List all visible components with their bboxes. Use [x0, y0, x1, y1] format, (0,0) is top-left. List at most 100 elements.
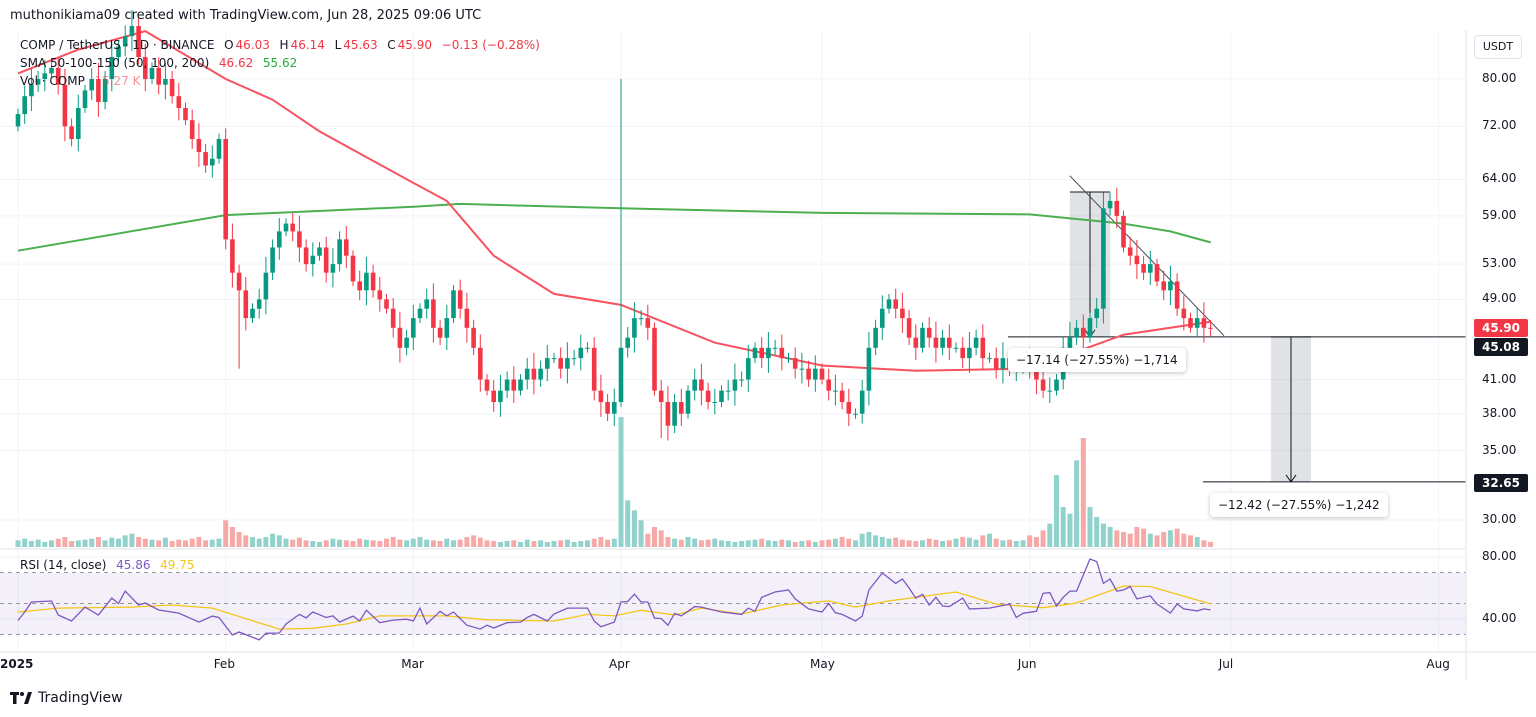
candle-body — [196, 139, 202, 153]
volume-bar — [1194, 537, 1200, 547]
candle-body — [973, 337, 979, 348]
candle-body — [913, 337, 919, 348]
candle-body — [839, 390, 845, 403]
candle-body — [538, 368, 543, 380]
candle-body — [451, 290, 456, 319]
volume-bar — [484, 540, 490, 547]
volume-bar — [685, 537, 691, 547]
candle-body — [357, 281, 362, 291]
candle-body — [1101, 208, 1106, 309]
volume-bar — [1013, 541, 1019, 547]
volume-bar — [518, 542, 523, 547]
price-tick-label: 59.00 — [1482, 207, 1517, 222]
candle-body — [1134, 255, 1140, 265]
candle-body — [390, 308, 396, 328]
volume-bar — [497, 542, 503, 547]
volume-bar — [424, 539, 430, 547]
candle-body — [980, 337, 986, 359]
candle-body — [853, 413, 858, 415]
sma-slow-value: 55.62 — [262, 56, 298, 70]
candle-body — [424, 299, 429, 309]
symbol-name[interactable]: COMP / TetherUS · 1D · BINANCE — [20, 38, 215, 52]
sma-legend[interactable]: SMA 50-100-150 (50, 100, 200) 46.62 55.6… — [20, 56, 299, 70]
volume-bar — [926, 538, 932, 547]
volume-bar — [377, 541, 383, 547]
last-price-label: 45.90 — [1474, 319, 1528, 337]
volume-bar — [940, 541, 946, 547]
tradingview-logo[interactable]: TradingView — [10, 690, 123, 706]
candle-body — [772, 347, 778, 349]
volume-bar — [678, 539, 684, 547]
candle-body — [900, 308, 905, 319]
candle-body — [605, 402, 610, 414]
volume-bar — [987, 533, 992, 547]
candle-body — [518, 379, 523, 391]
candle-body — [987, 358, 992, 360]
candle-body — [404, 337, 409, 348]
candle-body — [685, 390, 691, 414]
volume-bar — [82, 539, 88, 547]
low-label: L — [334, 38, 342, 52]
candle-body — [263, 272, 269, 300]
volume-legend[interactable]: Vol · COMP 15.27 K — [20, 74, 143, 88]
volume-bar — [732, 542, 738, 547]
candle-body — [940, 337, 945, 348]
measure-upper-label[interactable]: −17.14 (−27.55%) −1,714 — [1008, 348, 1186, 372]
volume-bar — [310, 541, 316, 547]
candle-body — [531, 368, 537, 380]
candle-body — [498, 390, 503, 403]
candle-body — [1181, 308, 1187, 319]
candle-body — [143, 57, 148, 79]
volume-bar — [451, 540, 456, 547]
volume-bar — [276, 535, 282, 547]
rsi-legend[interactable]: RSI (14, close) 45.86 49.75 — [20, 558, 196, 572]
currency-button[interactable]: USDT — [1474, 35, 1522, 59]
volume-bar — [1167, 530, 1173, 547]
candle-body — [1081, 327, 1086, 338]
volume-label[interactable]: Vol · COMP — [20, 74, 85, 88]
volume-bar — [203, 540, 209, 547]
volume-bar — [973, 539, 979, 547]
candle-body — [109, 57, 115, 79]
volume-bar — [571, 542, 577, 547]
sma-lines — [17, 30, 1211, 372]
candle-body — [283, 223, 289, 232]
candle-body — [926, 327, 932, 338]
candle-body — [1047, 390, 1053, 392]
volume-bar — [343, 540, 349, 547]
candle-body — [920, 327, 925, 348]
volume-bar — [658, 530, 664, 547]
volume-bar — [95, 537, 101, 547]
candle-body — [967, 347, 972, 359]
rsi-label[interactable]: RSI (14, close) — [20, 558, 107, 572]
sma-fast-value: 46.62 — [218, 56, 254, 70]
candle-body — [317, 247, 322, 256]
candle-body — [42, 73, 48, 79]
candle-body — [484, 379, 490, 391]
candle-body — [558, 358, 563, 369]
candle-body — [705, 390, 711, 403]
volume-bar — [745, 540, 751, 547]
sma-50-line — [17, 30, 1211, 372]
volume-bar — [1033, 537, 1039, 547]
volume-bar — [806, 540, 812, 547]
volume-bar — [765, 540, 771, 547]
candle-body — [960, 347, 965, 359]
volume-bar — [444, 538, 450, 547]
volume-bar — [719, 540, 724, 547]
volume-value: 15.27 K — [94, 74, 141, 88]
volume-bar — [55, 538, 61, 547]
volume-bar — [223, 520, 229, 547]
candle-body — [136, 26, 141, 58]
candle-body — [1194, 318, 1200, 328]
volume-bar — [712, 538, 718, 547]
candle-body — [243, 290, 249, 319]
candle-body — [223, 139, 228, 240]
measure-lower-label[interactable]: −12.42 (−27.55%) −1,242 — [1210, 493, 1388, 517]
sma-label[interactable]: SMA 50-100-150 (50, 100, 200) — [20, 56, 210, 70]
candle-body — [759, 347, 764, 359]
candle-body — [692, 379, 697, 391]
volume-bar — [906, 540, 912, 547]
